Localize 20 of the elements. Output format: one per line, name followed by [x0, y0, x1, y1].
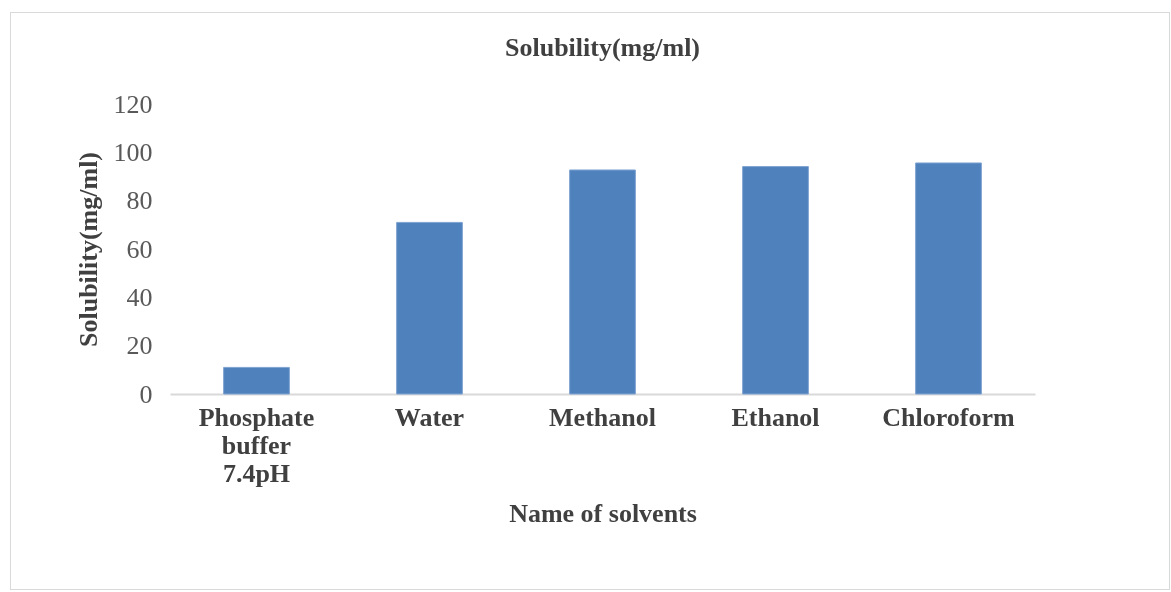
y-tick-label: 40 [126, 282, 153, 312]
x-axis-title: Name of solvents [509, 498, 697, 528]
x-tick-label: Chloroform [882, 402, 1016, 432]
x-tick-label: Phosphate buffer 7.4pH [198, 402, 315, 488]
y-tick-label: 60 [126, 234, 153, 264]
bar [396, 221, 463, 395]
y-tick-label: 120 [113, 89, 153, 119]
x-tick-label: Water [394, 402, 465, 432]
bar [569, 169, 636, 395]
bar [915, 162, 982, 395]
chart-title: Solubility(mg/ml) [504, 33, 701, 62]
bar [223, 366, 290, 395]
bar [742, 166, 809, 395]
y-tick-label: 80 [126, 186, 153, 216]
y-tick-label: 20 [126, 331, 153, 361]
x-tick-label: Ethanol [731, 402, 820, 432]
y-tick-label: 100 [113, 137, 153, 167]
x-tick-label: Methanol [549, 402, 656, 432]
y-tick-label: 0 [139, 379, 153, 409]
y-axis-title: Solubility(mg/ml) [73, 151, 103, 348]
